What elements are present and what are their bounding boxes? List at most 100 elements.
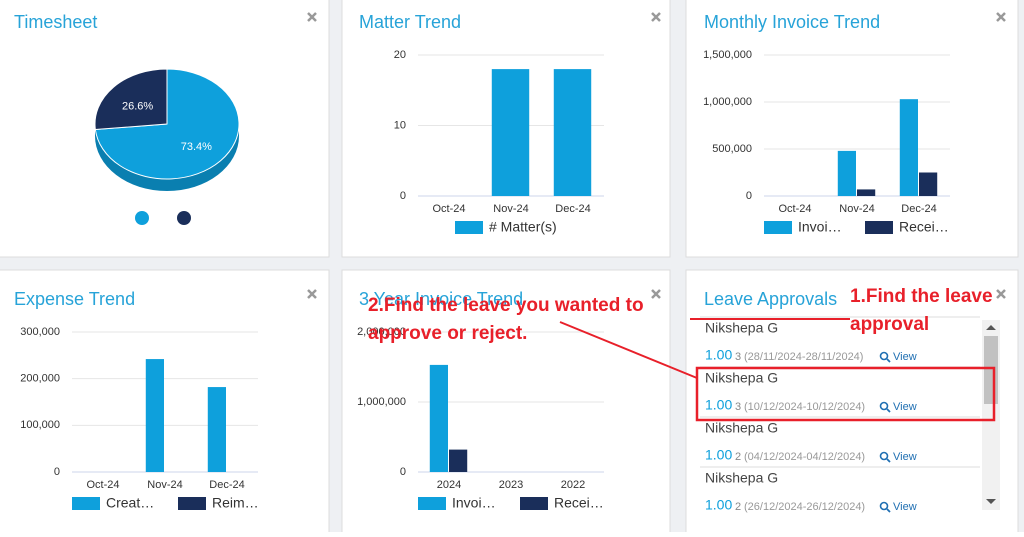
bar[interactable] bbox=[449, 449, 468, 472]
x-tick-label: Oct-24 bbox=[778, 203, 811, 215]
y-tick-label: 300,000 bbox=[20, 326, 60, 338]
leave-count: 2 bbox=[735, 501, 741, 513]
leave-count: 3 bbox=[735, 401, 741, 413]
legend-label: Reim… bbox=[212, 495, 259, 511]
annotations: 1.Find the leave approval 2.Find the leave… bbox=[368, 286, 993, 344]
panel-title: 3 Year Invoice Trend bbox=[359, 289, 523, 309]
search-icon bbox=[886, 458, 891, 463]
legend-label: Creat… bbox=[106, 495, 154, 511]
leave-name: Nikshepa G bbox=[705, 420, 778, 436]
x-tick-label: 2022 bbox=[561, 479, 585, 491]
view-link[interactable]: View bbox=[893, 351, 917, 363]
legend-swatch[interactable] bbox=[455, 221, 483, 234]
annotation-text: approve or reject. bbox=[368, 323, 527, 344]
y-tick-label: 1,500,000 bbox=[703, 49, 752, 61]
bar[interactable] bbox=[491, 69, 530, 196]
legend-label: Invoi… bbox=[452, 495, 496, 511]
y-tick-label: 1,000,000 bbox=[357, 396, 406, 408]
close-icon[interactable] bbox=[307, 12, 1006, 299]
annotation-text: 1.Find the leave bbox=[850, 286, 993, 307]
panel bbox=[685, 0, 1019, 258]
panel bbox=[341, 269, 671, 537]
y-tick-label: 200,000 bbox=[20, 373, 60, 385]
bar[interactable] bbox=[429, 364, 448, 472]
x-tick-label: Nov-24 bbox=[493, 203, 528, 215]
leave-name: Nikshepa G bbox=[705, 320, 778, 336]
leave-days: 1.00 bbox=[705, 397, 732, 413]
y-tick-label: 0 bbox=[400, 466, 406, 478]
leave-dates: (04/12/2024-04/12/2024) bbox=[744, 451, 865, 463]
highlight-box bbox=[695, 366, 996, 422]
panel-title: Monthly Invoice Trend bbox=[704, 12, 880, 32]
legend-label: Recei… bbox=[899, 219, 949, 235]
legend-label: # Matter(s) bbox=[489, 219, 557, 235]
leave-count: 3 bbox=[735, 351, 741, 363]
leave-count: 2 bbox=[735, 451, 741, 463]
panel-title: Timesheet bbox=[14, 12, 97, 32]
close-icons[interactable] bbox=[307, 12, 1006, 299]
view-link[interactable]: View bbox=[893, 501, 917, 513]
y-tick-label: 0 bbox=[746, 190, 752, 202]
view-link[interactable]: View bbox=[893, 401, 917, 413]
search-icon bbox=[879, 501, 889, 511]
bar[interactable] bbox=[145, 359, 164, 472]
legend-swatch[interactable] bbox=[418, 497, 446, 510]
leave-dates: (26/12/2024-26/12/2024) bbox=[744, 501, 865, 513]
legend-label: Invoi… bbox=[798, 219, 842, 235]
search-icon bbox=[886, 408, 891, 413]
bar[interactable] bbox=[857, 189, 876, 196]
bar[interactable] bbox=[899, 99, 918, 196]
y-tick-label: 20 bbox=[394, 49, 406, 61]
x-tick-label: Oct-24 bbox=[86, 479, 119, 491]
legend-swatch[interactable] bbox=[178, 497, 206, 510]
leave-name: Nikshepa G bbox=[705, 370, 778, 386]
legend-swatch[interactable] bbox=[520, 497, 548, 510]
panel-title: Expense Trend bbox=[14, 289, 135, 309]
leave-days: 1.00 bbox=[705, 497, 732, 513]
y-tick-label: 1,000,000 bbox=[703, 96, 752, 108]
x-tick-label: Nov-24 bbox=[147, 479, 182, 491]
x-tick-label: Dec-24 bbox=[209, 479, 244, 491]
leave-days: 1.00 bbox=[705, 447, 732, 463]
search-icon bbox=[886, 508, 891, 513]
search-icon bbox=[879, 451, 889, 461]
search-icon bbox=[886, 358, 891, 363]
y-tick-label: 0 bbox=[400, 190, 406, 202]
legend-dot[interactable] bbox=[177, 211, 191, 225]
y-tick-label: 500,000 bbox=[712, 143, 752, 155]
pie-slice bbox=[94, 68, 168, 131]
leave-dates: (10/12/2024-10/12/2024) bbox=[744, 401, 865, 413]
x-tick-label: 2023 bbox=[499, 479, 523, 491]
y-tick-label: 2,000,000 bbox=[357, 326, 406, 338]
leave-dates: (28/11/2024-28/11/2024) bbox=[744, 351, 863, 363]
panel-title: Leave Approvals bbox=[704, 289, 837, 309]
leave-name: Nikshepa G bbox=[705, 470, 778, 486]
legend-swatch[interactable] bbox=[764, 221, 792, 234]
annotation-lines bbox=[559, 318, 850, 379]
x-tick-label: Dec-24 bbox=[555, 203, 590, 215]
annotation-text: 2.Find the leave you wanted to bbox=[368, 295, 644, 316]
legend-swatch[interactable] bbox=[72, 497, 100, 510]
x-tick-label: Nov-24 bbox=[839, 203, 874, 215]
y-tick-label: 0 bbox=[54, 466, 60, 478]
pie-label: 26.6% bbox=[122, 101, 153, 113]
search-icon bbox=[879, 401, 889, 411]
legend-dot[interactable] bbox=[135, 211, 149, 225]
scrollbar-thumb[interactable] bbox=[984, 336, 998, 404]
y-tick-label: 100,000 bbox=[20, 419, 60, 431]
x-tick-label: Dec-24 bbox=[901, 203, 936, 215]
bar[interactable] bbox=[207, 387, 226, 472]
bar[interactable] bbox=[919, 172, 938, 197]
panel bbox=[685, 269, 1019, 537]
x-tick-label: 2024 bbox=[437, 479, 461, 491]
pie-label: 73.4% bbox=[181, 141, 212, 153]
panel bbox=[0, 269, 330, 537]
bar[interactable] bbox=[837, 150, 856, 196]
legend-label: Recei… bbox=[554, 495, 604, 511]
view-link[interactable]: View bbox=[893, 451, 917, 463]
bar[interactable] bbox=[553, 69, 592, 196]
leave-days: 1.00 bbox=[705, 347, 732, 363]
legend-swatch[interactable] bbox=[865, 221, 893, 234]
